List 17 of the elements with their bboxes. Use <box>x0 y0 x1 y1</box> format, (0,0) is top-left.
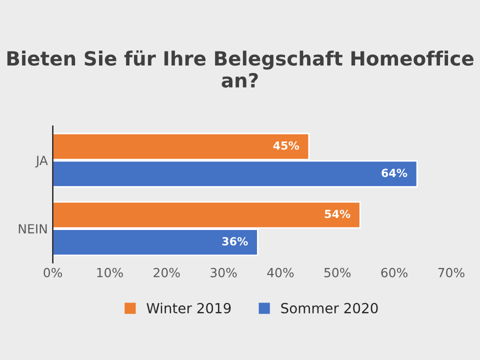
x-tick-label: 0% <box>44 268 62 278</box>
data-label: 45% <box>273 141 300 150</box>
x-tick-label: 70% <box>438 268 464 278</box>
data-label: 64% <box>382 168 408 178</box>
data-label: 54% <box>324 210 350 218</box>
x-tick-label: 40% <box>267 268 294 278</box>
data-label: 36% <box>222 237 248 246</box>
x-tick-label: 30% <box>210 268 237 278</box>
x-tick-label: 50% <box>324 268 351 278</box>
x-tick-label: 10% <box>97 268 123 278</box>
y-tick-label: NEIN <box>18 224 47 234</box>
legend-label: Winter 2019 <box>146 302 231 314</box>
x-tick-label: 20% <box>154 268 180 278</box>
legend-label: Sommer 2020 <box>281 302 378 314</box>
x-tick-label: 60% <box>381 268 408 278</box>
chart-title: Bieten Sie für Ihre Belegschaft Homeoffice an? <box>7 50 474 88</box>
y-tick-label: JA <box>35 156 48 168</box>
